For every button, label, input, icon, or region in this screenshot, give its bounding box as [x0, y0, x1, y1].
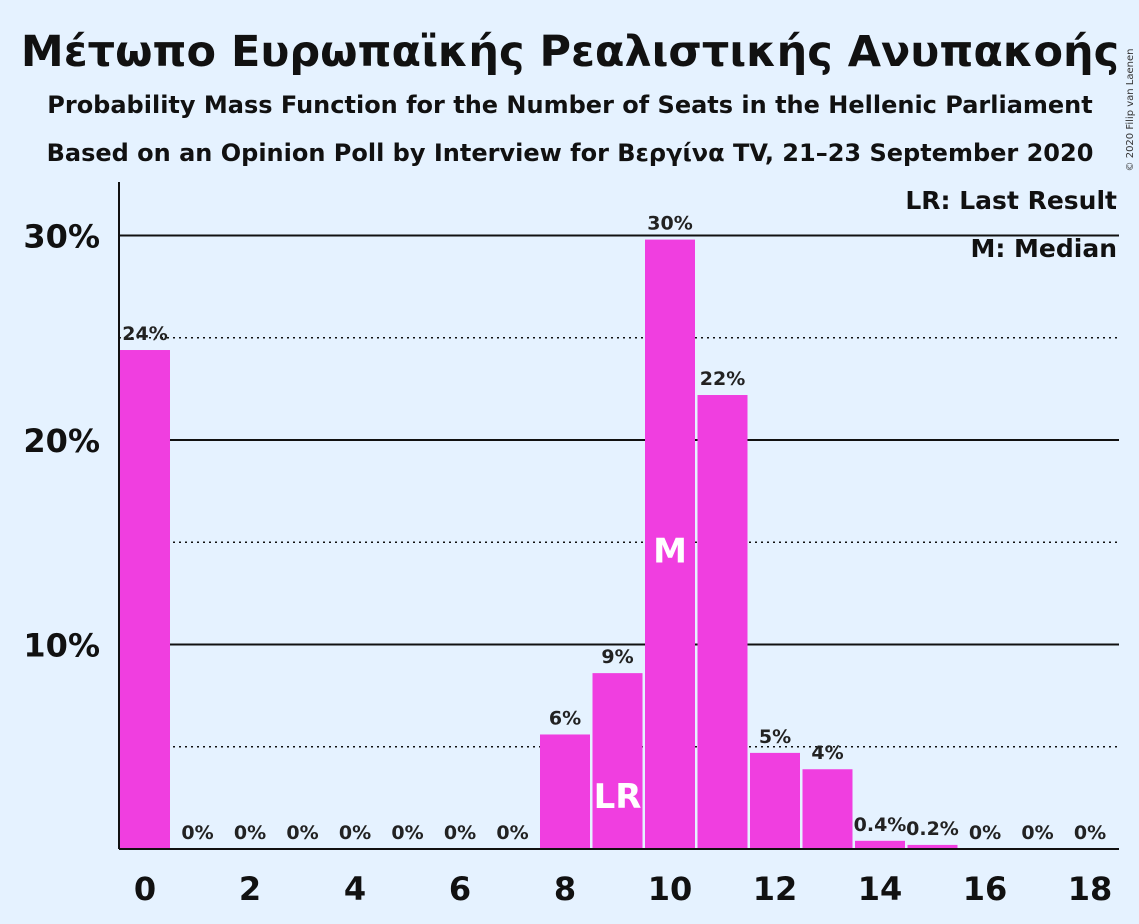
bar-label-seat-13: 4% [811, 742, 843, 764]
bar-seat-13 [802, 769, 853, 849]
bar-seat-9 [592, 673, 643, 849]
bar-value-labels: 24% 0% 0% 0% 0% 0% 0% 0% 6% 9% 30% 22% 5% 4% 0.4% 0.2% 0… [122, 213, 1106, 844]
bar-label-seat-16: 0% [969, 822, 1001, 844]
bar-markers: LR M [594, 531, 687, 817]
x-tick-labels: 0 2 4 6 8 10 12 14 16 18 [134, 870, 1112, 908]
bar-label-seat-17: 0% [1021, 822, 1053, 844]
last-result-marker: LR [594, 777, 642, 817]
chart-subtitle-poll: Based on an Opinion Poll by Interview fo… [47, 139, 1094, 167]
bar-label-seat-2: 0% [234, 822, 266, 844]
bar-seat-15 [907, 844, 958, 849]
bar-label-seat-10: 30% [647, 213, 692, 235]
bar-label-seat-6: 0% [444, 822, 476, 844]
bar-label-seat-9: 9% [601, 646, 633, 668]
gridlines [119, 234, 1119, 748]
chart-subtitle: Probability Mass Function for the Number… [47, 91, 1092, 119]
x-tick-label: 14 [858, 870, 903, 908]
legend-median: M: Median [970, 234, 1117, 263]
bar-label-seat-0: 24% [122, 323, 167, 345]
bar-seat-0 [120, 350, 170, 849]
chart-title: Μέτωπο Ευρωπαϊκής Ρεαλιστικής Ανυπακοής [21, 27, 1119, 77]
x-tick-label: 10 [648, 870, 693, 908]
bar-label-seat-14: 0.4% [854, 814, 907, 836]
x-tick-label: 0 [134, 870, 156, 908]
bar-seat-12 [750, 752, 800, 849]
bar-label-seat-7: 0% [496, 822, 528, 844]
x-tick-label: 12 [753, 870, 798, 908]
y-tick-label: 10% [23, 627, 100, 665]
bar-label-seat-3: 0% [286, 822, 318, 844]
x-tick-label: 16 [963, 870, 1008, 908]
bar-seat-10 [645, 239, 695, 850]
x-tick-label: 4 [344, 870, 366, 908]
x-tick-label: 8 [554, 870, 576, 908]
y-tick-label: 20% [23, 422, 100, 460]
legend-last-result: LR: Last Result [905, 186, 1117, 215]
bar-label-seat-11: 22% [700, 368, 745, 390]
bar-seat-14 [855, 840, 905, 849]
bar-label-seat-15: 0.2% [906, 818, 959, 840]
copyright-note: © 2020 Filip van Laenen [1125, 49, 1136, 172]
bar-label-seat-5: 0% [391, 822, 423, 844]
bar-label-seat-4: 0% [339, 822, 371, 844]
bar-label-seat-12: 5% [759, 726, 791, 748]
x-tick-label: 6 [449, 870, 471, 908]
x-tick-label: 2 [239, 870, 261, 908]
median-marker: M [653, 531, 687, 571]
bar-label-seat-1: 0% [181, 822, 213, 844]
bar-seat-11 [697, 395, 748, 849]
bar-label-seat-18: 0% [1074, 822, 1106, 844]
bar-seat-8 [540, 734, 590, 849]
bars [120, 239, 958, 850]
x-tick-label: 18 [1068, 870, 1113, 908]
y-tick-label: 30% [23, 218, 100, 256]
y-tick-labels: 10% 20% 30% [23, 218, 100, 665]
bar-label-seat-8: 6% [549, 707, 581, 729]
